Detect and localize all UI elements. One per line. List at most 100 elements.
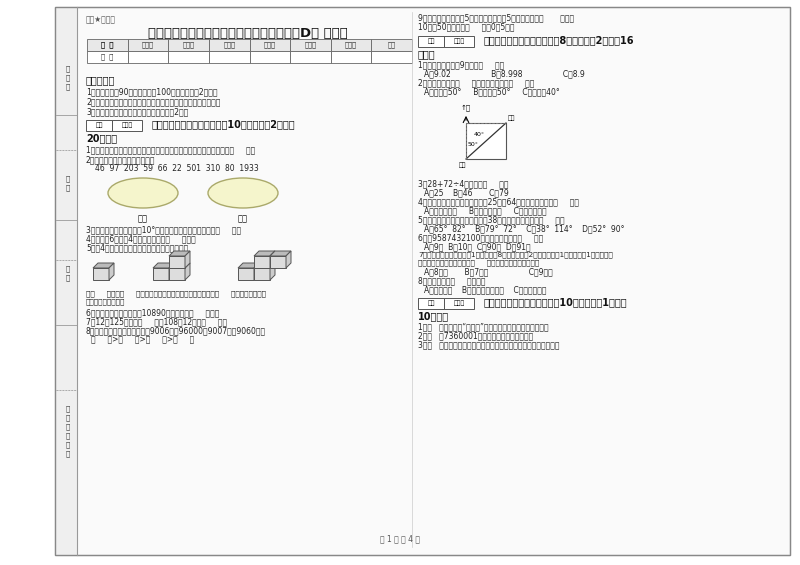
- Polygon shape: [153, 268, 169, 280]
- Polygon shape: [270, 251, 275, 268]
- Text: A．锐角三角形     B．直角三角形     C．钝角三角形: A．锐角三角形 B．直角三角形 C．钝角三角形: [424, 206, 546, 215]
- Polygon shape: [169, 251, 190, 256]
- Text: 9．把三角形向右平移5格后，再向下平移5格，仍是一个（       ）形。: 9．把三角形向右平移5格后，再向下平移5格，仍是一个（ ）形。: [418, 13, 574, 22]
- Bar: [55, 7, 77, 555]
- Text: 2．（   ）7360001读作七千三百零六万零一。: 2．（ ）7360001读作七千三百零六万零一。: [418, 331, 534, 340]
- Text: 班
级: 班 级: [66, 175, 70, 191]
- Text: A．9亿  B．10亿  C．90亿  D．91亿: A．9亿 B．10亿 C．90亿 D．91亿: [424, 242, 530, 251]
- Text: A．8分钟       B．7分钟                 C．9分钟: A．8分钟 B．7分钟 C．9分钟: [424, 267, 553, 276]
- Text: A．65°  82°    B．79°  72°    C．38°  114°    D．52°  90°: A．65° 82° B．79° 72° C．38° 114° D．52° 90°: [424, 224, 625, 233]
- Text: 3．等腰三角形中，底角是10°，则这个三角形的一个底角是（     ）。: 3．等腰三角形中，底角是10°，则这个三角形的一个底角是（ ）。: [86, 225, 241, 234]
- Ellipse shape: [108, 178, 178, 208]
- Text: 20分）。: 20分）。: [86, 133, 117, 143]
- Polygon shape: [254, 256, 270, 268]
- Bar: [87, 51, 128, 63]
- Text: 10分）。: 10分）。: [418, 311, 449, 321]
- Text: 一、用心思考，正确填空（共10小题，每题2分，共: 一、用心思考，正确填空（共10小题，每题2分，共: [152, 120, 296, 129]
- Text: 4．一个三角形的两个内角分别是25度、64度，这个三角形是（     ）。: 4．一个三角形的两个内角分别是25度、64度，这个三角形是（ ）。: [418, 197, 579, 206]
- Polygon shape: [169, 268, 185, 280]
- Text: 合理安排以上事情，最少要（     ）几分钟使客人尽快喝茶。: 合理安排以上事情，最少要（ ）几分钟使客人尽快喝茶。: [418, 259, 539, 266]
- Text: 4．一本书6元，买4本这样的书需要（     ）元。: 4．一本书6元，买4本这样的书需要（ ）元。: [86, 234, 196, 243]
- Text: 小强: 小强: [458, 162, 466, 168]
- Bar: [444, 298, 474, 309]
- Text: 6．某足球场可以容纳观众10890人，大约是（     ）人。: 6．某足球场可以容纳观众10890人，大约是（ ）人。: [86, 308, 219, 317]
- Text: 1．下面的数最接近9的数是（     ）。: 1．下面的数最接近9的数是（ ）。: [418, 60, 504, 69]
- Text: 二、反复比较，慎重选择（共8小题，每题2分，共16: 二、反复比较，慎重选择（共8小题，每题2分，共16: [484, 36, 634, 46]
- Text: 3．28+72÷4的结果是（     ）。: 3．28+72÷4的结果是（ ）。: [418, 179, 509, 188]
- Bar: [168, 39, 209, 51]
- Text: 第 1 页 共 4 页: 第 1 页 共 4 页: [380, 534, 420, 543]
- Text: 三、仔细掂量，正确判断（共10小题，每题1分，共: 三、仔细掂量，正确判断（共10小题，每题1分，共: [484, 298, 628, 307]
- Text: 从（     ）面和（     ）面看，这三个物体的形状完全相同；从（     ）面看，这三个物: 从（ ）面和（ ）面看，这三个物体的形状完全相同；从（ ）面看，这三个物: [86, 290, 266, 297]
- Bar: [330, 51, 371, 63]
- Text: 得  分: 得 分: [101, 54, 114, 60]
- Bar: [128, 51, 168, 63]
- Text: 46  97  203  59  66  22  501  310  80  1933: 46 97 203 59 66 22 501 310 80 1933: [95, 164, 258, 173]
- Bar: [371, 39, 412, 51]
- Text: 2．请首先按要求在试卷的指定位置填写您的姓名、班级、学号。: 2．请首先按要求在试卷的指定位置填写您的姓名、班级、学号。: [86, 97, 220, 106]
- Ellipse shape: [208, 178, 278, 208]
- Bar: [371, 51, 412, 63]
- Polygon shape: [109, 263, 114, 280]
- Polygon shape: [153, 263, 174, 268]
- Text: 6．把9587432100四舍五入到亿位是（     ）。: 6．把9587432100四舍五入到亿位是（ ）。: [418, 233, 543, 242]
- Text: 50°: 50°: [468, 142, 479, 147]
- Text: 1．（   ）盖房子时“人字梁”的结构利用了三角形的稳定性。: 1．（ ）盖房子时“人字梁”的结构利用了三角形的稳定性。: [418, 322, 549, 331]
- Text: 得分: 得分: [427, 39, 434, 44]
- Text: 评卷人: 评卷人: [454, 39, 465, 44]
- Bar: [168, 51, 209, 63]
- Bar: [250, 51, 290, 63]
- Text: 7．12个125的和是（     ），108的12倍是（     ）。: 7．12个125的和是（ ），108的12倍是（ ）。: [86, 317, 227, 326]
- Text: 计算题: 计算题: [264, 42, 276, 48]
- Bar: [444, 36, 474, 47]
- Polygon shape: [286, 251, 291, 268]
- Text: 3．（   ）知道三角形一个角的度数就可以判断它是什么三角形了。: 3．（ ）知道三角形一个角的度数就可以判断它是什么三角形了。: [418, 340, 559, 349]
- Text: 奇数: 奇数: [138, 214, 148, 223]
- Polygon shape: [93, 268, 109, 280]
- Text: 得分: 得分: [427, 301, 434, 306]
- Text: 选择题: 选择题: [182, 42, 194, 48]
- Text: 考试须知：: 考试须知：: [86, 75, 115, 85]
- Text: 姓
名: 姓 名: [66, 265, 70, 281]
- Text: 小林: 小林: [508, 115, 515, 121]
- Text: 题  号: 题 号: [101, 42, 114, 48]
- Text: 5．用4个同样大的正方体分割摆成下面的形状：: 5．用4个同样大的正方体分割摆成下面的形状：: [86, 243, 188, 252]
- Text: A．北偏东50°     B．东偏北50°     C．西偏南40°: A．北偏东50° B．东偏北50° C．西偏南40°: [424, 87, 560, 96]
- Bar: [290, 51, 330, 63]
- Text: 2．把下列各数填入相应的圈里：: 2．把下列各数填入相应的圈里：: [86, 155, 155, 164]
- Bar: [128, 39, 168, 51]
- Polygon shape: [254, 263, 275, 268]
- Text: 1．考试时间：90分钟，满分为100分（含卷面分2分）。: 1．考试时间：90分钟，满分为100分（含卷面分2分）。: [86, 87, 218, 96]
- Bar: [290, 39, 330, 51]
- Text: 7．小明给客人沏茶，接水1分钟，烧水8分钟，洗茶杯2分钟，拿茶叶1分钟，泡茶1分钟，小明: 7．小明给客人沏茶，接水1分钟，烧水8分钟，洗茶杯2分钟，拿茶叶1分钟，泡茶1分…: [418, 251, 613, 258]
- Polygon shape: [254, 268, 270, 280]
- Bar: [466, 123, 506, 159]
- Bar: [418, 298, 444, 309]
- Polygon shape: [169, 263, 174, 280]
- Text: 8．把下面各数从大到小排列：9006万，96000，9007万，9060万。: 8．把下面各数从大到小排列：9006万，96000，9007万，9060万。: [86, 326, 266, 335]
- Bar: [418, 36, 444, 47]
- Text: 评卷人: 评卷人: [122, 123, 133, 128]
- Polygon shape: [270, 256, 286, 268]
- Text: 中
学
号: 中 学 号: [66, 65, 70, 90]
- Text: A．边的长短    B．两边叉开的大小    C．所在的位置: A．边的长短 B．两边叉开的大小 C．所在的位置: [424, 285, 546, 294]
- Text: 40°: 40°: [474, 133, 485, 137]
- Bar: [112, 120, 142, 131]
- Bar: [209, 39, 250, 51]
- Text: 8．角的大小与（     ）有关。: 8．角的大小与（ ）有关。: [418, 276, 486, 285]
- Polygon shape: [270, 251, 291, 256]
- Text: 2．小强看小林在（     ），小林看小强在（     ）。: 2．小强看小林在（ ），小林看小强在（ ）。: [418, 78, 534, 87]
- Text: 得分: 得分: [95, 123, 102, 128]
- Text: 10．在50后面添上（     ）个0是5万。: 10．在50后面添上（ ）个0是5万。: [418, 22, 514, 31]
- Text: 5．在一个三角形中，有一个角是38度，另两个角可能是（     ）。: 5．在一个三角形中，有一个角是38度，另两个角可能是（ ）。: [418, 215, 565, 224]
- Polygon shape: [185, 251, 190, 268]
- Bar: [250, 39, 290, 51]
- Text: 偶数: 偶数: [238, 214, 248, 223]
- Text: 综合题: 综合题: [305, 42, 317, 48]
- Polygon shape: [185, 263, 190, 280]
- Text: A．9.02                 B．8.998                 C．8.9: A．9.02 B．8.998 C．8.9: [424, 69, 585, 78]
- Text: 趣题★应用题: 趣题★应用题: [86, 15, 116, 24]
- Bar: [330, 39, 371, 51]
- Text: 3．不要在试卷上乱写乱画，卷面不整洁扣2分。: 3．不要在试卷上乱写乱画，卷面不整洁扣2分。: [86, 107, 188, 116]
- Text: 上海教育版四年级数学下学期开学考试试题D卷 附答案: 上海教育版四年级数学下学期开学考试试题D卷 附答案: [148, 27, 347, 40]
